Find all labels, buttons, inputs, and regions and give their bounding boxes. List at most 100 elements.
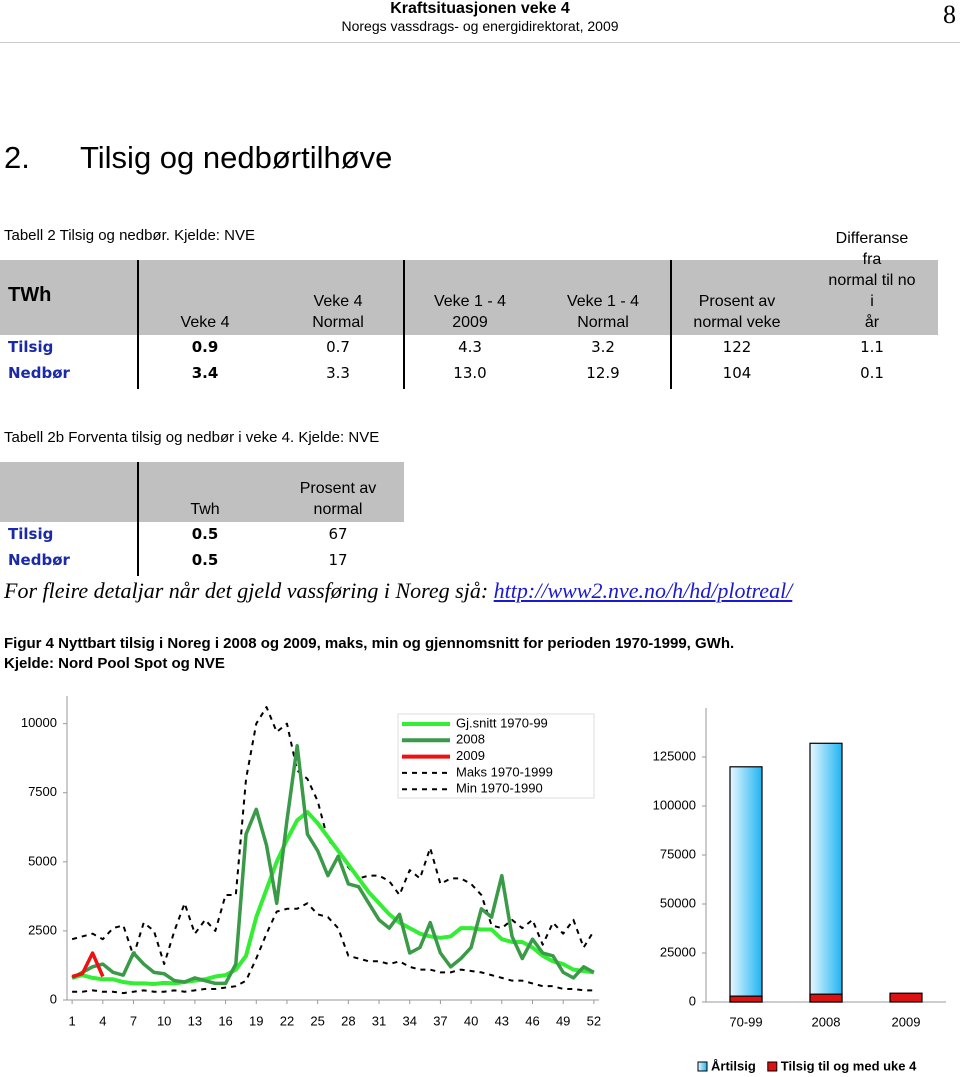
table-header-bg: [0, 260, 938, 335]
link[interactable]: http://www2.nve.no/h/hd/plotreal/: [493, 578, 793, 603]
x-tick-label: 43: [495, 1013, 509, 1028]
page-number: 8: [943, 0, 956, 29]
note-text: For fleire detaljar når det gjeld vassfø…: [4, 578, 489, 603]
x-tick-label: 7: [130, 1013, 137, 1028]
x-tick-label: 22: [280, 1013, 294, 1028]
series-line: [71, 951, 105, 979]
x-tick-label: 31: [372, 1013, 386, 1028]
y-tick-label: 2500: [28, 922, 57, 937]
bar: [889, 992, 923, 1003]
bar: [809, 742, 843, 1003]
series-line: [71, 743, 595, 986]
x-tick-label: 13: [188, 1013, 202, 1028]
header-subtitle: Noregs vassdrags- og energidirektorat, 2…: [341, 18, 619, 34]
x-tick-label: 4: [99, 1013, 106, 1028]
x-tick-label: 46: [525, 1013, 539, 1028]
x-tick-label: 28: [341, 1013, 355, 1028]
column-header: Veke 1 - 4 Normal: [566, 293, 640, 331]
x-tick-label: 1: [68, 1013, 75, 1028]
header-title: Kraftsituasjonen veke 4: [390, 0, 570, 17]
cell: 0.5: [191, 551, 219, 569]
column-header: Veke 4 Normal: [312, 293, 364, 331]
cell: 122: [722, 338, 752, 356]
y-tick-label: 5000: [28, 853, 57, 868]
bar: [809, 993, 843, 1003]
figure-caption: Kjelde: Nord Pool Spot og NVE: [4, 655, 225, 672]
cell: 104: [722, 364, 752, 382]
cell: 1.1: [860, 338, 884, 356]
section-number: 2.: [4, 140, 30, 175]
x-tick-label: 16: [218, 1013, 232, 1028]
x-tick-label: 49: [556, 1013, 570, 1028]
table-caption: Tabell 2 Tilsig og nedbør. Kjelde: NVE: [4, 227, 255, 244]
x-tick-label: 37: [433, 1013, 447, 1028]
y-tick-label: 50000: [660, 895, 696, 910]
y-tick-label: 0: [689, 993, 696, 1008]
legend-label: Gj.snitt 1970-99: [456, 715, 548, 730]
column-header: Veke 4: [180, 314, 230, 331]
cell: 3.2: [591, 338, 615, 356]
section-title: Tilsig og nedbørtilhøve: [80, 140, 393, 175]
legend-label: Tilsig til og med uke 4: [781, 1058, 917, 1073]
cell: 4.3: [458, 338, 482, 356]
y-tick-label: 75000: [660, 846, 696, 861]
cell: 0.9: [191, 338, 219, 356]
x-tick-label: 2008: [812, 1014, 841, 1029]
x-tick-label: 10: [157, 1013, 171, 1028]
legend-label: Maks 1970-1999: [456, 764, 553, 779]
cell: 12.9: [586, 364, 620, 382]
column-rule: [137, 260, 139, 389]
bar: [729, 995, 763, 1003]
row-label: Tilsig: [8, 525, 54, 543]
legend-label: 2009: [456, 748, 485, 763]
legend-swatch: [767, 1061, 778, 1072]
column-header: Prosent av normal veke: [693, 293, 781, 331]
column-rule: [403, 260, 405, 389]
column-rule: [670, 260, 672, 389]
x-tick-label: 2009: [892, 1014, 921, 1029]
row-label: Tilsig: [8, 338, 54, 356]
y-tick-label: 7500: [28, 784, 57, 799]
cell: 3.3: [326, 364, 350, 382]
column-rule: [137, 462, 139, 576]
x-tick-label: 70-99: [729, 1014, 762, 1029]
x-tick-label: 34: [402, 1013, 416, 1028]
cell: 17: [328, 551, 348, 569]
cell: 0.1: [860, 364, 884, 382]
cell: 0.5: [191, 525, 219, 543]
cell: 0.7: [326, 338, 350, 356]
table-caption: Tabell 2b Forventa tilsig og nedbør i ve…: [4, 429, 380, 446]
row-label: Nedbør: [8, 551, 70, 569]
row-label: Nedbør: [8, 364, 70, 382]
column-header: Twh: [190, 501, 220, 518]
cell: 13.0: [453, 364, 487, 382]
cell: 3.4: [191, 364, 219, 382]
x-tick-label: 40: [464, 1013, 478, 1028]
y-tick-label: 100000: [653, 797, 696, 812]
y-tick-label: 125000: [653, 748, 696, 763]
y-tick-label: 25000: [660, 944, 696, 959]
x-tick-label: 19: [249, 1013, 263, 1028]
legend-label: 2008: [456, 732, 485, 747]
figure-caption: Figur 4 Nyttbart tilsig i Noreg i 2008 o…: [4, 635, 735, 652]
legend: Årtilsig Tilsig til og med uke 4: [697, 1058, 917, 1073]
legend-swatch: [697, 1061, 708, 1072]
legend-label: Min 1970-1990: [456, 781, 543, 796]
bar: [729, 766, 763, 1003]
series-line: [71, 810, 595, 986]
y-tick-label: 10000: [21, 715, 57, 730]
header-rule: [0, 42, 960, 43]
note: For fleire detaljar når det gjeld vassfø…: [4, 578, 792, 604]
column-header: Differanse fra normal til no i år: [828, 230, 916, 331]
x-tick-label: 52: [587, 1013, 601, 1028]
cell: 67: [328, 525, 348, 543]
table-corner: TWh: [8, 284, 52, 306]
y-tick-label: 0: [50, 991, 57, 1006]
table-header-bg: [0, 462, 404, 522]
legend-label: Årtilsig: [711, 1058, 756, 1073]
x-tick-label: 25: [310, 1013, 324, 1028]
column-header: Veke 1 - 4 2009: [433, 293, 507, 331]
